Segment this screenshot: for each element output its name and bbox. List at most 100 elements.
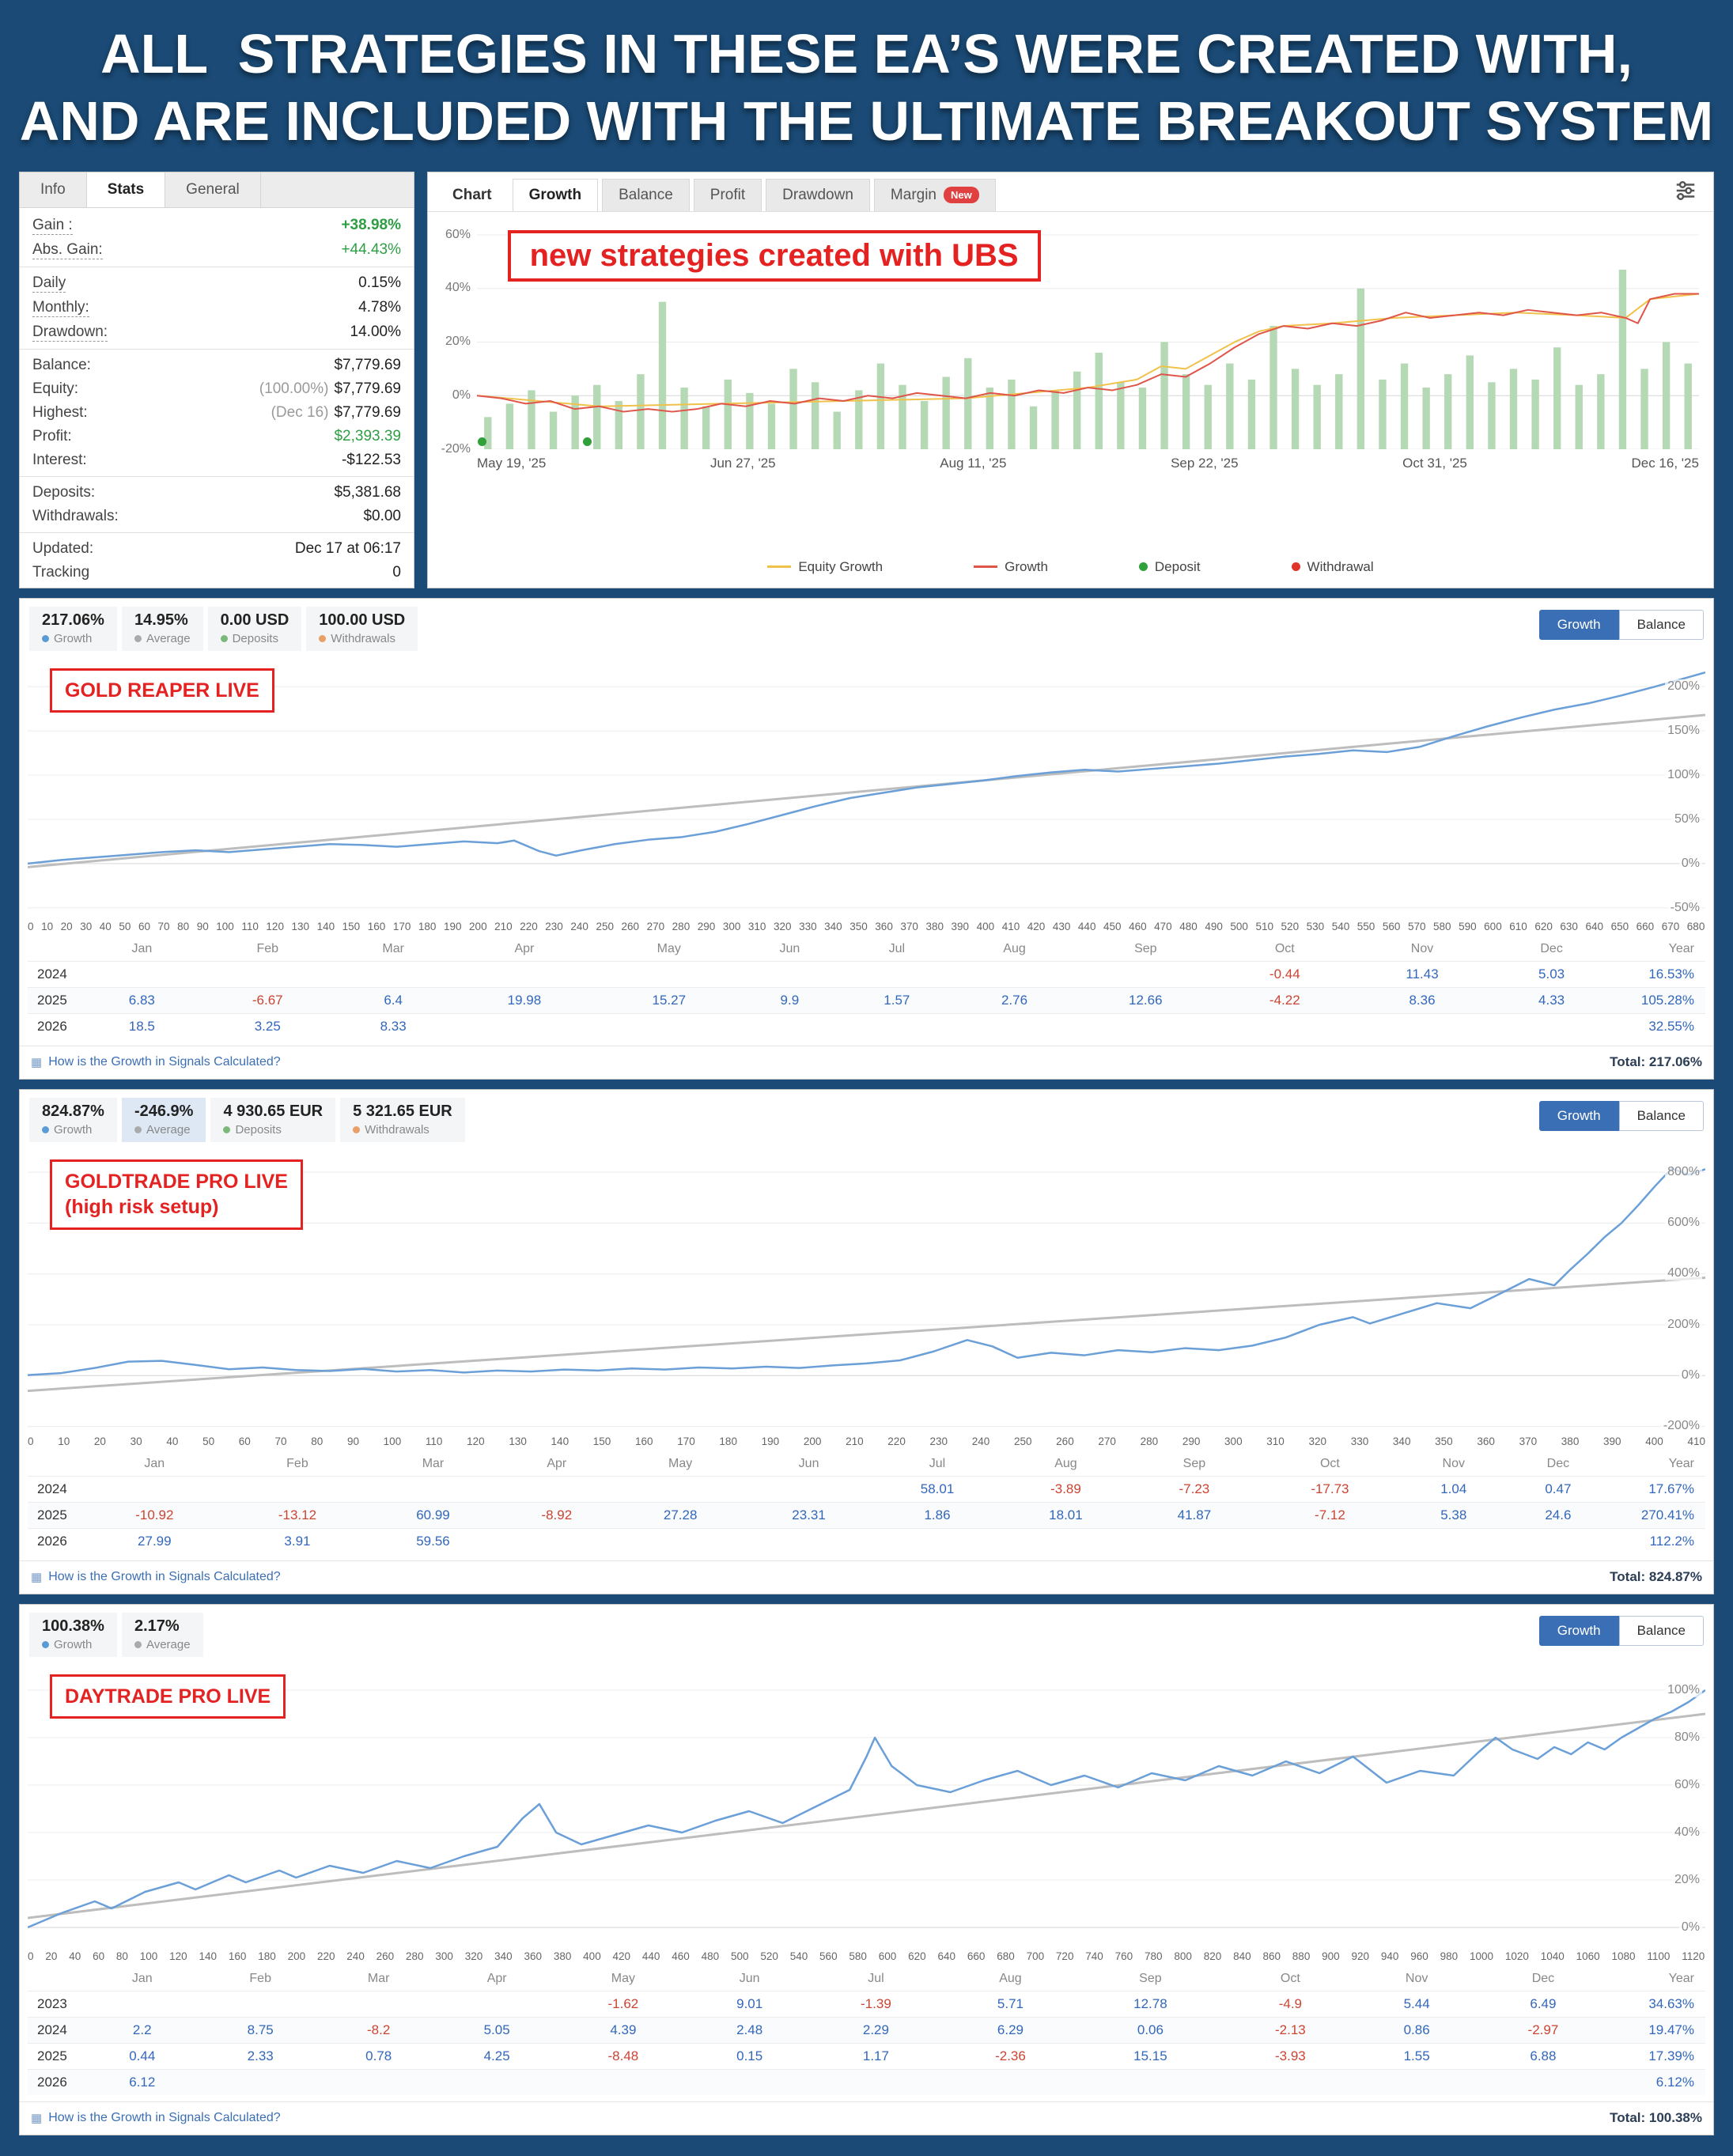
stat-chip-value: 5 321.65 EUR [353, 1102, 452, 1120]
tab-chart[interactable]: Chart [436, 178, 509, 211]
x-axis-label: 700 [1026, 1950, 1045, 1962]
growth-help-link[interactable]: ▦ How is the Growth in Signals Calculated… [31, 1570, 281, 1584]
line-swatch-icon [767, 565, 792, 569]
total-growth: Total: 100.38% [1610, 2109, 1702, 2125]
y-axis-label: 100% [1665, 767, 1702, 782]
year-label: 2026 [37, 1018, 67, 1034]
y-axis-label: 600% [1665, 1216, 1702, 1231]
x-axis-label: Oct 31, '25 [1402, 455, 1467, 471]
stat-label[interactable]: Drawdown: [32, 323, 108, 342]
tab-margin[interactable]: Margin New [873, 178, 996, 211]
stat-value: (Dec 16) $7,779.69 [271, 403, 401, 421]
monthly-return-cell [320, 1991, 437, 2017]
dot-swatch-icon [1138, 562, 1148, 572]
y-axis-label: 0% [1678, 1368, 1702, 1383]
x-axis-label: 100 [139, 1950, 158, 1962]
monthly-return-cell: 15.15 [1133, 2048, 1167, 2063]
year-total-cell: 17.67% [1648, 1481, 1694, 1496]
month-header: Jun [779, 941, 800, 955]
x-axis-label: 210 [846, 1435, 864, 1447]
growth-help-link[interactable]: ▦ How is the Growth in Signals Calculated… [31, 2111, 281, 2125]
tab-drawdown[interactable]: Drawdown [766, 178, 870, 211]
monthly-return-cell [452, 961, 596, 987]
monthly-return-cell: 0.47 [1545, 1481, 1572, 1496]
growth-help-link[interactable]: ▦ How is the Growth in Signals Calculated… [31, 1055, 281, 1069]
year-total-cell: 34.63% [1648, 1995, 1694, 2011]
x-axis-label: 740 [1085, 1950, 1103, 1962]
x-axis-label: 720 [1055, 1950, 1074, 1962]
growth-button[interactable]: Growth [1538, 609, 1619, 640]
monthly-return-cell: 23.31 [792, 1507, 826, 1522]
x-axis-label: 940 [1380, 1950, 1399, 1962]
x-axis-label: 120 [266, 920, 284, 932]
x-axis-label: 20 [60, 920, 73, 932]
banner-title-line1: ALL STRATEGIES IN THESE EA’S WERE CREATE… [100, 23, 1633, 85]
stat-value: Dec 17 at 06:17 [294, 539, 401, 557]
x-axis-label: 0 [28, 1950, 34, 1962]
balance-button[interactable]: Balance [1618, 1100, 1704, 1131]
stat-chip-label: Average [134, 1638, 191, 1651]
balance-button[interactable]: Balance [1618, 609, 1704, 640]
tab-stats[interactable]: Stats [86, 172, 166, 207]
x-axis-label: 260 [1056, 1435, 1074, 1447]
x-axis-label: 70 [157, 920, 170, 932]
monthly-return-cell: 1.55 [1403, 2048, 1430, 2063]
x-axis-label: 370 [1519, 1435, 1538, 1447]
deposit-marker [478, 437, 487, 446]
x-axis-label: 30 [80, 920, 93, 932]
tab-growth[interactable]: Growth [512, 178, 599, 211]
signal-stats: 100.38% Growth 2.17% Average [29, 1612, 203, 1657]
x-axis-label: 640 [1585, 920, 1604, 932]
monthly-return-cell [616, 1476, 744, 1502]
x-axis-label: 920 [1351, 1950, 1370, 1962]
growth-button[interactable]: Growth [1538, 1615, 1619, 1646]
x-axis-label: 450 [1103, 920, 1122, 932]
x-axis-label: 820 [1203, 1950, 1222, 1962]
x-axis-label: 70 [274, 1435, 287, 1447]
monthly-return-cell: 12.66 [1129, 992, 1163, 1008]
stat-label[interactable]: Abs. Gain: [32, 240, 103, 259]
x-axis-label: 80 [177, 920, 190, 932]
x-axis-label: 330 [1350, 1435, 1369, 1447]
monthly-return-cell: 1.86 [924, 1507, 951, 1522]
stat-row: Tracking 0 [20, 561, 414, 584]
x-axis-label: 980 [1440, 1950, 1459, 1962]
x-axis-label: 540 [789, 1950, 808, 1962]
monthly-return-cell: 27.28 [663, 1507, 698, 1522]
x-axis-label: 840 [1233, 1950, 1251, 1962]
stat-value: 4.78% [358, 299, 401, 316]
growth-button[interactable]: Growth [1538, 1100, 1619, 1131]
table-row: 2024 2.2 8.75 -8.2 5.05 4.39 2.48 2.29 6.29 0.06 -… [28, 2017, 1705, 2044]
tab-profit[interactable]: Profit [693, 178, 762, 211]
monthly-return-cell: 4.33 [1538, 992, 1565, 1008]
stat-chip: 217.06% Growth [29, 606, 117, 651]
monthly-return-cell: -8.48 [607, 2048, 639, 2063]
x-axis-label: 360 [875, 920, 893, 932]
new-badge: New [944, 187, 979, 204]
stat-label[interactable]: Daily [32, 274, 66, 293]
x-axis-label: 240 [570, 920, 588, 932]
tab-balance[interactable]: Balance [602, 178, 690, 211]
x-axis-label: 130 [291, 920, 310, 932]
tab-info[interactable]: Info [20, 172, 87, 207]
monthly-return-cell: 0.78 [365, 2048, 392, 2063]
tab-general[interactable]: General [165, 172, 261, 207]
x-axis-label: 230 [545, 920, 563, 932]
monthly-return-cell: 15.27 [652, 992, 687, 1008]
x-axis-label: 110 [241, 920, 259, 932]
x-axis-label: 140 [316, 920, 335, 932]
stat-label: Interest: [32, 451, 87, 468]
stat-label[interactable]: Monthly: [32, 298, 89, 317]
year-label: 2023 [37, 1995, 67, 2011]
stat-chip-value: 824.87% [42, 1102, 104, 1120]
monthly-return-cell [369, 1476, 497, 1502]
stat-label[interactable]: Gain : [32, 216, 73, 235]
x-axis-label: 250 [1013, 1435, 1032, 1447]
chart-plot-area: new strategies created with UBS [477, 221, 1699, 449]
stat-label: Updated: [32, 539, 94, 557]
balance-button[interactable]: Balance [1618, 1615, 1704, 1646]
monthly-return-cell: -7.23 [1179, 1481, 1210, 1496]
legend-item-equity-growth: Equity Growth [767, 559, 883, 575]
monthly-return-cell: -8.92 [541, 1507, 573, 1522]
chart-settings-icon[interactable] [1671, 179, 1701, 211]
